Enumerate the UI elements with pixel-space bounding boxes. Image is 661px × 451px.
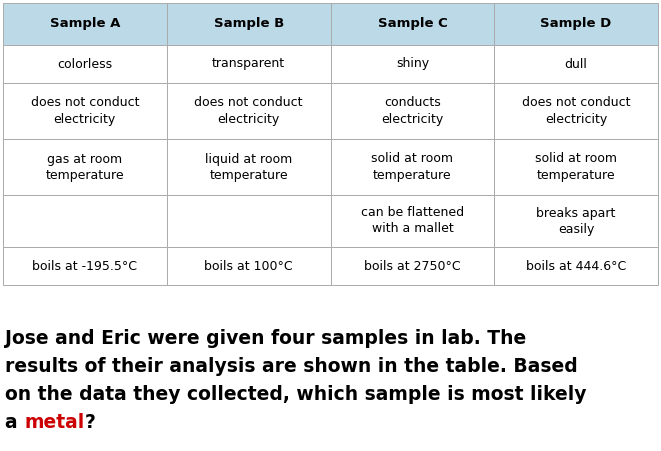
Text: transparent: transparent <box>212 57 285 70</box>
Bar <box>494 195 658 247</box>
Bar <box>3 45 167 83</box>
Bar <box>3 195 167 247</box>
Bar <box>494 45 658 83</box>
Text: on the data they collected, which sample is most likely: on the data they collected, which sample… <box>5 386 586 405</box>
Bar <box>3 139 167 195</box>
Bar <box>167 139 330 195</box>
Bar <box>330 45 494 83</box>
Bar <box>167 83 330 139</box>
Bar <box>330 139 494 195</box>
Text: ?: ? <box>85 414 95 433</box>
Bar <box>3 3 167 45</box>
Bar <box>167 195 330 247</box>
Text: Sample A: Sample A <box>50 18 120 31</box>
Text: does not conduct
electricity: does not conduct electricity <box>194 97 303 125</box>
Text: liquid at room
temperature: liquid at room temperature <box>205 152 292 181</box>
Text: a: a <box>5 414 24 433</box>
Text: boils at 444.6°C: boils at 444.6°C <box>526 259 626 272</box>
Bar <box>330 195 494 247</box>
Bar <box>494 3 658 45</box>
Text: boils at -195.5°C: boils at -195.5°C <box>32 259 137 272</box>
Bar <box>167 3 330 45</box>
Bar <box>3 83 167 139</box>
Bar <box>167 45 330 83</box>
Text: does not conduct
electricity: does not conduct electricity <box>522 97 631 125</box>
Text: gas at room
temperature: gas at room temperature <box>46 152 124 181</box>
Text: boils at 100°C: boils at 100°C <box>204 259 293 272</box>
Text: results of their analysis are shown in the table. Based: results of their analysis are shown in t… <box>5 358 578 377</box>
Bar <box>330 247 494 285</box>
Bar <box>494 83 658 139</box>
Bar <box>494 139 658 195</box>
Text: shiny: shiny <box>396 57 429 70</box>
Text: Sample D: Sample D <box>541 18 611 31</box>
Bar <box>330 83 494 139</box>
Text: colorless: colorless <box>58 57 112 70</box>
Text: metal: metal <box>24 414 85 433</box>
Text: Sample B: Sample B <box>214 18 284 31</box>
Text: boils at 2750°C: boils at 2750°C <box>364 259 461 272</box>
Text: dull: dull <box>564 57 588 70</box>
Text: solid at room
temperature: solid at room temperature <box>371 152 453 181</box>
Bar <box>167 247 330 285</box>
Text: solid at room
temperature: solid at room temperature <box>535 152 617 181</box>
Text: Jose and Eric were given four samples in lab. The: Jose and Eric were given four samples in… <box>5 330 526 349</box>
Text: can be flattened
with a mallet: can be flattened with a mallet <box>361 207 464 235</box>
Text: breaks apart
easily: breaks apart easily <box>537 207 616 235</box>
Text: Sample C: Sample C <box>377 18 447 31</box>
Text: conducts
electricity: conducts electricity <box>381 97 444 125</box>
Text: does not conduct
electricity: does not conduct electricity <box>30 97 139 125</box>
Bar <box>3 247 167 285</box>
Bar <box>330 3 494 45</box>
Bar <box>494 247 658 285</box>
